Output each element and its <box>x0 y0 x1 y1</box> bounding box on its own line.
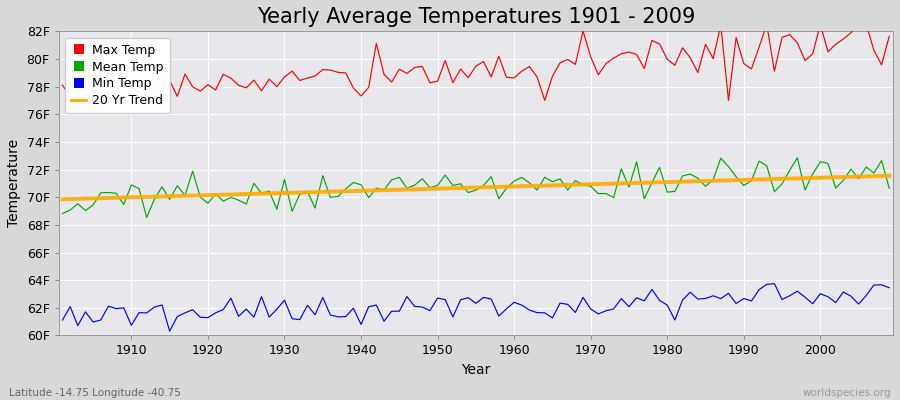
Text: worldspecies.org: worldspecies.org <box>803 388 891 398</box>
X-axis label: Year: Year <box>461 363 491 377</box>
Y-axis label: Temperature: Temperature <box>7 139 21 228</box>
Text: Latitude -14.75 Longitude -40.75: Latitude -14.75 Longitude -40.75 <box>9 388 181 398</box>
Title: Yearly Average Temperatures 1901 - 2009: Yearly Average Temperatures 1901 - 2009 <box>256 7 695 27</box>
Legend: Max Temp, Mean Temp, Min Temp, 20 Yr Trend: Max Temp, Mean Temp, Min Temp, 20 Yr Tre… <box>65 38 170 113</box>
